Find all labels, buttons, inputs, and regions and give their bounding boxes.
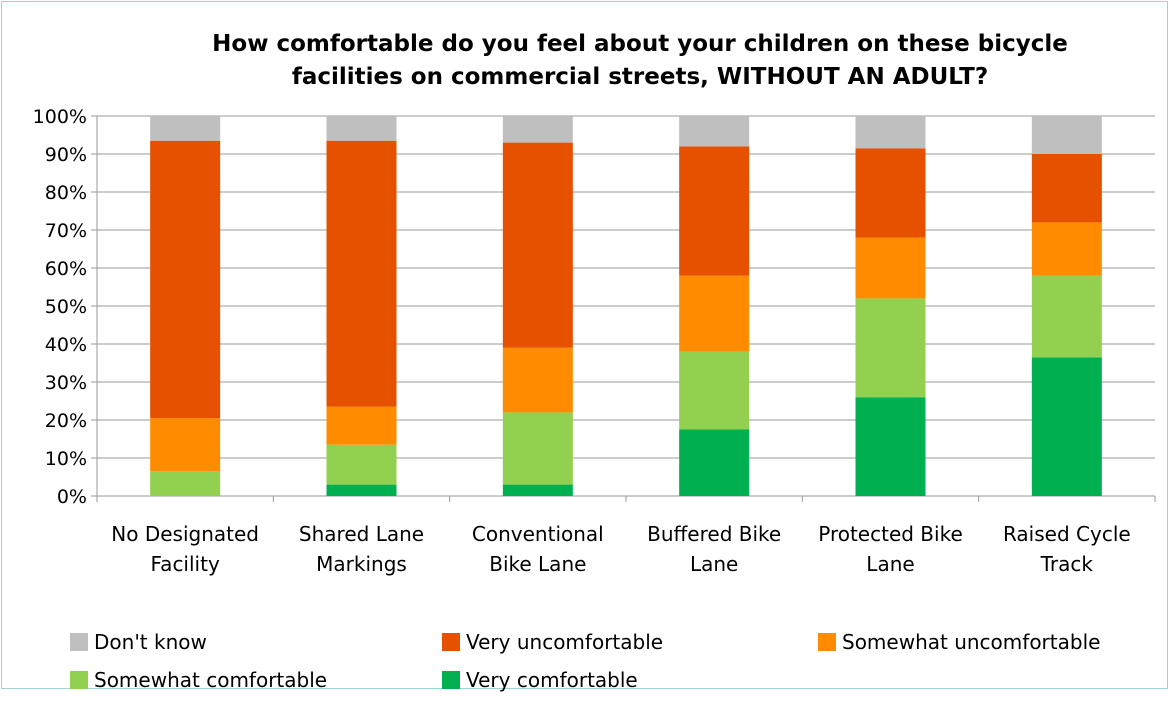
legend-swatch xyxy=(442,671,460,689)
x-category-label: Shared Lane xyxy=(299,522,424,546)
legend-label: Somewhat uncomfortable xyxy=(842,630,1101,654)
legend-item: Very uncomfortable xyxy=(442,630,663,654)
legend-item: Very comfortable xyxy=(442,668,638,692)
y-tick-label: 30% xyxy=(45,372,87,394)
y-tick-label: 80% xyxy=(45,182,87,204)
bar-segment-very-uncomfortable xyxy=(326,140,397,407)
bar-segment-very-comfortable xyxy=(679,429,750,496)
legend-label: Somewhat comfortable xyxy=(94,668,328,692)
x-category-label: Protected Bike xyxy=(818,522,963,546)
bar-segment-somewhat-uncomfortable xyxy=(1031,222,1102,276)
legend-label: Don't know xyxy=(94,630,207,654)
legend-item: Don't know xyxy=(70,630,207,654)
chart-title-line-2: facilities on commercial streets, WITHOU… xyxy=(291,64,989,90)
x-category-label: No Designated xyxy=(111,522,259,546)
bar-segment-don-t-know xyxy=(502,116,573,143)
chart-title: How comfortable do you feel about your c… xyxy=(200,28,1080,94)
bar-segment-very-uncomfortable xyxy=(679,146,750,276)
bar-segment-somewhat-uncomfortable xyxy=(679,275,750,352)
legend-label: Very comfortable xyxy=(466,668,638,692)
bar-segment-don-t-know xyxy=(679,116,750,147)
bar-segment-somewhat-uncomfortable xyxy=(150,418,221,472)
legend-label: Very uncomfortable xyxy=(466,630,664,654)
bar-segment-somewhat-uncomfortable xyxy=(855,237,926,299)
bar-segment-don-t-know xyxy=(326,116,397,141)
bar-segment-very-comfortable xyxy=(326,484,397,496)
bar-segment-very-uncomfortable xyxy=(502,142,573,348)
x-category-label: Track xyxy=(1040,552,1094,576)
x-category-label: Buffered Bike xyxy=(647,522,781,546)
chart-legend: Don't know Very uncomfortable Somewhat unc… xyxy=(70,630,1160,710)
bar-segment-somewhat-comfortable xyxy=(502,412,573,485)
bar-segment-don-t-know xyxy=(150,116,221,141)
bar-segment-somewhat-uncomfortable xyxy=(326,406,397,445)
bar-segment-very-comfortable xyxy=(502,484,573,496)
legend-swatch xyxy=(70,633,88,651)
bar-segment-don-t-know xyxy=(855,116,926,149)
y-tick-label: 100% xyxy=(33,106,87,128)
bar-segment-very-uncomfortable xyxy=(855,148,926,238)
bar-segment-somewhat-comfortable xyxy=(1031,275,1102,358)
x-category-label: Markings xyxy=(316,552,407,576)
legend-item: Somewhat uncomfortable xyxy=(818,630,1100,654)
x-category-label: Lane xyxy=(866,552,914,576)
y-tick-label: 50% xyxy=(45,296,87,318)
legend-swatch xyxy=(70,671,88,689)
x-category-label: Lane xyxy=(690,552,738,576)
bar-segment-somewhat-comfortable xyxy=(855,298,926,398)
bar-segment-very-uncomfortable xyxy=(150,140,221,419)
x-category-label: Raised Cycle xyxy=(1003,522,1131,546)
chart-title-line-1: How comfortable do you feel about your c… xyxy=(212,31,1068,57)
bar-segment-very-comfortable xyxy=(1031,357,1102,496)
stacked-bar-chart: 0% 10% 20% 30% 40% 50% 60% 70% 80% 90% 100% No Desi… xyxy=(33,106,1156,576)
y-tick-label: 90% xyxy=(45,144,87,166)
bar-segment-somewhat-uncomfortable xyxy=(502,347,573,413)
y-tick-label: 20% xyxy=(45,410,87,432)
bar-segment-very-comfortable xyxy=(855,397,926,496)
y-tick-label: 70% xyxy=(45,220,87,242)
y-tick-label: 40% xyxy=(45,334,87,356)
y-tick-label: 10% xyxy=(45,448,87,470)
x-category-label: Bike Lane xyxy=(489,552,586,576)
legend-swatch xyxy=(442,633,460,651)
y-tick-label: 0% xyxy=(57,486,87,508)
bar-segment-very-uncomfortable xyxy=(1031,154,1102,223)
legend-swatch xyxy=(818,633,836,651)
legend-item: Somewhat comfortable xyxy=(70,668,327,692)
x-category-label: Conventional xyxy=(472,522,604,546)
bar-segment-somewhat-comfortable xyxy=(150,471,221,496)
bar-segment-somewhat-comfortable xyxy=(679,351,750,430)
bar-segment-don-t-know xyxy=(1031,116,1102,154)
x-category-label: Facility xyxy=(151,552,220,576)
bar-segment-somewhat-comfortable xyxy=(326,444,397,485)
y-tick-label: 60% xyxy=(45,258,87,280)
